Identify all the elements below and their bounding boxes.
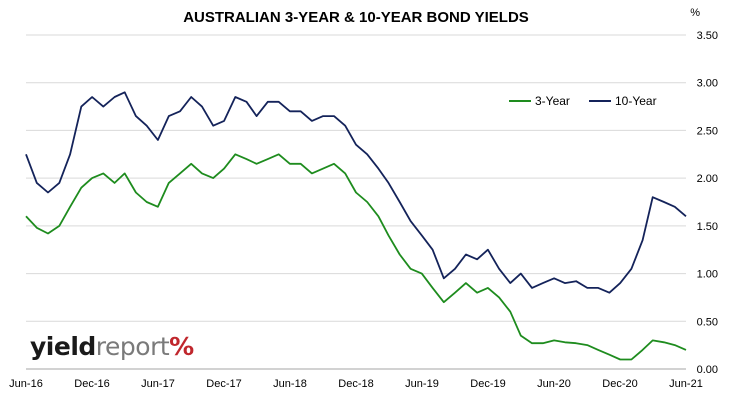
x-tick-label: Jun-18 <box>273 378 307 390</box>
x-tick-label: Jun-17 <box>141 378 175 390</box>
y-tick-label: 1.00 <box>697 269 718 281</box>
series-line-3-year <box>25 153 687 361</box>
series-lines <box>25 91 687 361</box>
series-line-10-year <box>25 91 687 294</box>
x-tick-label: Dec-17 <box>206 378 241 390</box>
legend-label: 3-Year <box>535 94 570 108</box>
x-axis-ticks: Jun-16 Dec-16 Jun-17 Dec-17 Jun-18 Dec-18 Jun-… <box>9 378 703 390</box>
y-tick-label: 1.50 <box>697 221 718 233</box>
yieldreport-logo: yieldreport% <box>30 332 194 361</box>
x-tick-label: Jun-16 <box>9 378 43 390</box>
legend-label: 10-Year <box>615 94 657 108</box>
x-tick-label: Dec-20 <box>602 378 637 390</box>
x-tick-label: Dec-16 <box>74 378 109 390</box>
legend: 3-Year 10-Year <box>509 94 657 108</box>
chart-title: AUSTRALIAN 3-YEAR & 10-YEAR BOND YIELDS <box>183 9 529 26</box>
y-tick-label: 2.50 <box>697 125 718 137</box>
y-axis-unit-label: % <box>690 7 700 19</box>
logo-part-yield: yield <box>30 332 96 361</box>
x-tick-label: Jun-19 <box>405 378 439 390</box>
y-tick-label: 3.50 <box>697 30 718 42</box>
logo-percent-sign: % <box>169 332 194 361</box>
x-tick-label: Jun-20 <box>537 378 571 390</box>
x-tick-label: Dec-19 <box>470 378 505 390</box>
y-tick-label: 0.50 <box>697 316 718 328</box>
x-tick-label: Jun-21 <box>669 378 703 390</box>
gridlines <box>26 34 686 322</box>
x-tick-label: Dec-18 <box>338 378 373 390</box>
y-tick-label: 0.00 <box>697 364 718 376</box>
y-tick-label: 3.00 <box>697 78 718 90</box>
y-tick-label: 2.00 <box>697 173 718 185</box>
logo-part-report: report <box>95 332 170 361</box>
y-axis-ticks: 0.00 0.50 1.00 1.50 2.00 2.50 3.00 3.50 <box>697 30 718 376</box>
